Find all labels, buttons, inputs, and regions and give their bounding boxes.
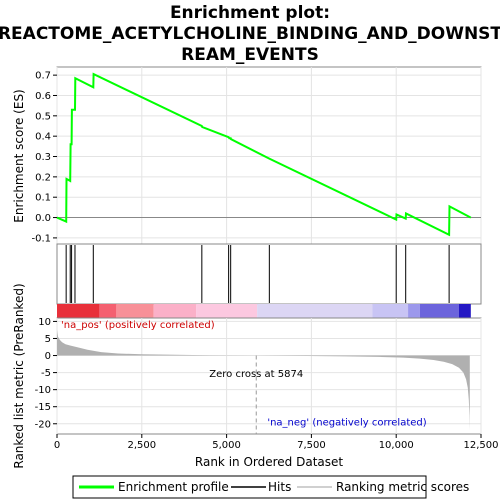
x-tick-label: 12,500 — [464, 440, 499, 451]
ranking-metric-area — [57, 329, 470, 431]
metric-panel-frame — [56, 317, 482, 435]
colorbar-segment — [99, 304, 117, 318]
colorbar-segment — [458, 304, 471, 318]
x-ticks: 0 2,500 5,000 7,500 10,000 12,500 — [54, 434, 499, 451]
es-y-tick-label: 0.3 — [35, 152, 51, 163]
enrichment-profile-line — [56, 72, 472, 237]
x-tick-label: 0 — [54, 440, 60, 451]
legend-hits-label: Hits — [268, 480, 291, 494]
es-panel-frame — [56, 66, 482, 245]
legend: Enrichment profile Hits Ranking metric s… — [72, 475, 469, 499]
metric-y-tick-label: 0 — [45, 351, 51, 362]
zero-cross-label: Zero cross at 5874 — [209, 369, 303, 380]
metric-y-tick-label: -20 — [35, 419, 51, 430]
hit-lines — [65, 245, 450, 303]
es-y-tick-label: 0.7 — [35, 71, 51, 82]
es-y-axis-label: Enrichment score (ES) — [12, 89, 26, 222]
rank-colorbar — [57, 304, 471, 318]
colorbar-segment — [196, 304, 258, 318]
metric-y-ticks: 10 5 0 -5 -10 -15 -20 — [35, 317, 57, 430]
x-tick-label: 2,500 — [127, 440, 156, 451]
metric-panel: 'na_pos' (positively correlated) 'na_neg… — [35, 317, 499, 451]
es-y-tick-label: 0.2 — [35, 172, 51, 183]
chart-title-line-2: REACTOME_ACETYLCHOLINE_BINDING_AND_DOWNS… — [0, 24, 500, 44]
es-y-tick-label: -0.1 — [31, 233, 51, 244]
x-axis-label: Rank in Ordered Dataset — [195, 455, 343, 469]
chart-title-line-1: Enrichment plot: — [170, 3, 330, 23]
es-y-tick-label: 0.6 — [35, 91, 51, 102]
chart-title-line-3: REAM_EVENTS — [181, 45, 319, 65]
x-tick-label: 7,500 — [297, 440, 326, 451]
positive-correlated-label: 'na_pos' (positively correlated) — [61, 320, 215, 331]
metric-y-axis-label: Ranked list metric (PreRanked) — [12, 283, 26, 468]
es-y-tick-label: 0.1 — [35, 193, 51, 204]
colorbar-segment — [116, 304, 154, 318]
es-panel: 0.7 0.6 0.5 0.4 0.3 0.2 0.1 0.0 -0.1 — [31, 66, 482, 245]
colorbar-segment — [408, 304, 420, 318]
metric-y-tick-label: -10 — [35, 385, 51, 396]
metric-y-tick-label: -5 — [41, 368, 51, 379]
es-y-tick-label: 0.4 — [35, 132, 51, 143]
x-tick-label: 10,000 — [379, 440, 414, 451]
metric-y-tick-label: -15 — [35, 402, 51, 413]
hits-panel — [56, 243, 482, 305]
legend-metric-label: Ranking metric scores — [336, 480, 469, 494]
legend-profile-label: Enrichment profile — [118, 480, 229, 494]
negative-correlated-label: 'na_neg' (negatively correlated) — [267, 417, 426, 428]
colorbar-segment — [257, 304, 373, 318]
colorbar-segment — [372, 304, 409, 318]
metric-y-tick-label: 5 — [45, 334, 51, 345]
colorbar-segment — [57, 304, 100, 318]
es-y-tick-label: 0.0 — [35, 213, 51, 224]
x-tick-label: 5,000 — [212, 440, 241, 451]
es-y-tick-label: 0.5 — [35, 111, 51, 122]
colorbar-segment — [419, 304, 459, 318]
colorbar-segment — [153, 304, 197, 318]
es-y-ticks: 0.7 0.6 0.5 0.4 0.3 0.2 0.1 0.0 -0.1 — [31, 71, 57, 244]
metric-y-tick-label: 10 — [38, 317, 51, 328]
